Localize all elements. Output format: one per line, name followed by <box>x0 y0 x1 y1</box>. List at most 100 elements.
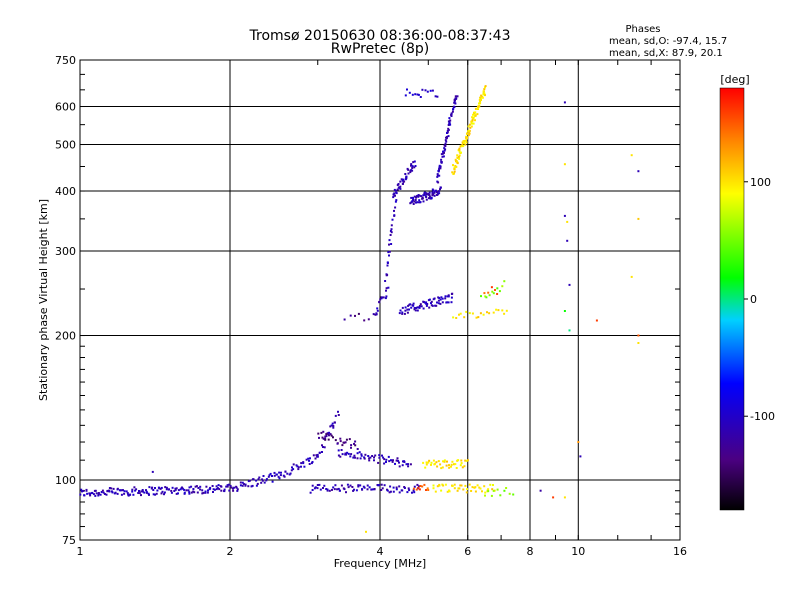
data-point <box>463 316 466 319</box>
data-point <box>415 201 418 204</box>
data-point <box>453 167 456 170</box>
data-point <box>361 488 363 491</box>
data-point <box>455 97 458 100</box>
data-point <box>398 485 401 488</box>
data-point <box>425 198 428 201</box>
data-point <box>471 116 474 119</box>
data-point <box>416 306 419 309</box>
data-point <box>479 96 482 99</box>
data-point <box>265 479 268 482</box>
data-point <box>156 489 159 492</box>
data-point <box>378 456 381 459</box>
data-point <box>170 491 173 494</box>
data-point <box>501 309 504 312</box>
data-point <box>368 457 371 460</box>
data-point <box>438 164 441 167</box>
data-point <box>476 113 479 116</box>
data-point <box>145 489 147 492</box>
data-point <box>447 294 450 297</box>
data-point <box>151 486 154 489</box>
data-point <box>249 479 251 482</box>
data-point <box>308 463 311 465</box>
data-point <box>454 463 457 466</box>
data-point <box>267 475 270 478</box>
data-point <box>341 444 344 447</box>
data-point <box>450 463 453 466</box>
data-point <box>416 93 419 96</box>
data-point <box>380 483 383 486</box>
data-point <box>413 160 416 163</box>
data-point <box>220 485 223 488</box>
data-point <box>86 492 89 495</box>
data-point <box>322 446 324 448</box>
data-point <box>181 486 183 489</box>
data-point <box>258 476 261 479</box>
data-point <box>275 473 278 476</box>
data-point <box>399 187 402 190</box>
data-point <box>398 465 401 468</box>
data-point <box>444 483 447 486</box>
data-point <box>468 312 471 315</box>
data-point <box>337 410 339 413</box>
data-point <box>444 148 447 151</box>
data-point <box>390 231 393 234</box>
data-point <box>108 487 111 489</box>
y-tick-label: 75 <box>62 534 76 547</box>
data-point <box>325 433 328 436</box>
data-point <box>411 93 414 96</box>
data-point <box>471 119 474 122</box>
data-point <box>357 312 360 315</box>
data-point <box>321 451 323 453</box>
data-point <box>393 192 396 195</box>
data-point <box>337 487 340 490</box>
data-point <box>430 302 432 305</box>
data-point <box>392 490 395 493</box>
data-point <box>469 126 472 129</box>
data-point <box>256 482 259 485</box>
data-point <box>340 449 343 451</box>
data-point <box>425 302 428 305</box>
data-point <box>465 139 467 142</box>
data-point <box>290 469 293 472</box>
data-point <box>423 193 426 196</box>
data-point <box>280 471 282 474</box>
data-point <box>437 181 440 184</box>
data-point <box>453 101 456 104</box>
data-point <box>458 487 461 490</box>
data-point <box>330 424 333 427</box>
data-point <box>440 489 443 492</box>
data-point <box>405 176 408 179</box>
data-point <box>395 488 398 491</box>
data-point <box>375 313 378 316</box>
data-point <box>461 466 464 469</box>
data-point <box>368 459 371 462</box>
y-tick-label: 400 <box>55 185 76 198</box>
data-point <box>448 490 451 493</box>
data-point <box>131 490 134 493</box>
data-point <box>359 484 362 487</box>
data-point <box>333 421 336 424</box>
data-point <box>137 492 140 494</box>
data-point <box>154 487 156 489</box>
data-point <box>152 489 155 491</box>
data-point <box>436 191 439 193</box>
data-point <box>467 134 470 137</box>
data-point <box>307 457 310 460</box>
data-point <box>439 167 442 170</box>
data-point <box>422 200 425 203</box>
data-point <box>318 436 320 439</box>
data-point <box>463 465 466 468</box>
data-point <box>316 487 319 490</box>
data-point <box>279 474 282 477</box>
data-point <box>336 442 339 445</box>
data-point <box>416 309 419 312</box>
data-point <box>401 464 404 467</box>
y-axis-label: Stationary phase Virtual Height [km] <box>37 199 50 401</box>
data-point <box>488 294 491 297</box>
data-point <box>324 435 327 438</box>
data-point <box>443 151 445 154</box>
data-point <box>422 307 425 310</box>
data-point <box>309 491 312 494</box>
data-point <box>395 199 398 202</box>
data-point <box>252 478 255 481</box>
